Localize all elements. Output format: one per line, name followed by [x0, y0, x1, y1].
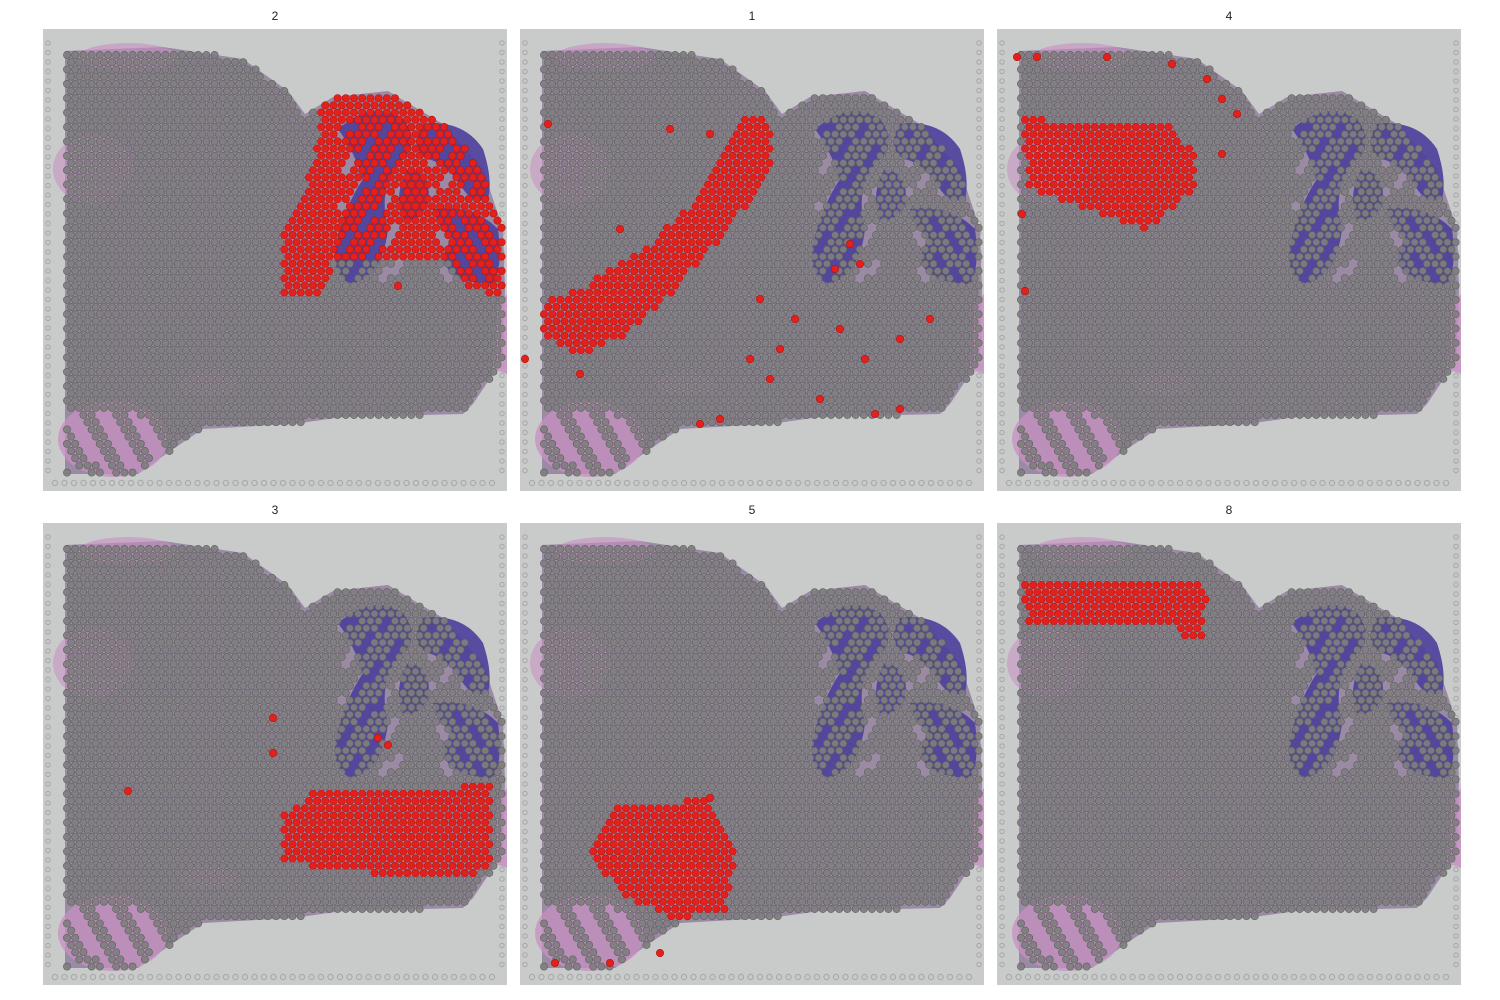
cluster-spots	[550, 793, 737, 967]
cluster-spots	[1021, 580, 1210, 640]
panel-title: 2	[271, 9, 279, 23]
cluster-spots	[124, 714, 494, 877]
tissue-image	[520, 29, 984, 491]
panel-title: 5	[748, 503, 756, 517]
cluster-spots	[1012, 52, 1242, 295]
tissue-image	[43, 523, 507, 985]
tissue-image	[43, 29, 507, 491]
tissue-image	[520, 523, 984, 985]
spot-grid	[1017, 545, 1460, 971]
tissue-image	[997, 29, 1461, 491]
fiducial-frame	[999, 534, 1459, 981]
fiducial-frame	[522, 534, 982, 981]
panel-title: 1	[748, 9, 756, 23]
cluster-spots	[520, 115, 934, 428]
spot-grid	[540, 545, 983, 971]
cluster-spots	[280, 94, 506, 297]
spot-grid	[540, 51, 983, 477]
panel-title: 4	[1225, 9, 1233, 23]
fiducial-frame	[45, 534, 505, 981]
spot-grid	[1017, 51, 1460, 477]
tissue-image	[997, 523, 1461, 985]
spot-grid	[63, 51, 506, 477]
panel-title: 8	[1225, 503, 1233, 517]
panel-title: 3	[271, 503, 279, 517]
spot-grid	[63, 545, 506, 971]
